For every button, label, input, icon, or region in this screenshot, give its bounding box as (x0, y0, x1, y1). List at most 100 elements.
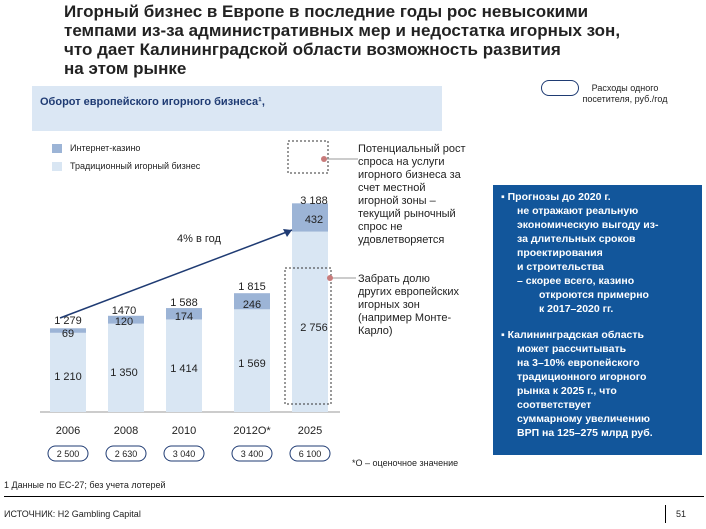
chart-title: Оборот европейского игорного бизнеса¹, (40, 96, 265, 108)
annotation-line: удовлетворяется (358, 234, 445, 246)
estimate-note: *O – оценочное значение (352, 458, 459, 468)
category-label-0: 2006 (56, 425, 80, 437)
spend-legend-pill (541, 80, 579, 96)
dashed-box-share (284, 267, 332, 405)
traditional-value-2: 1 414 (170, 363, 198, 375)
growth-arrow-head (283, 229, 292, 237)
panel-line: откроются примерно (539, 289, 649, 301)
spend-label-1: 2 630 (115, 449, 138, 459)
footnote: 1 Данные по ЕС-27; без учета лотерей (4, 480, 166, 490)
panel-line: соответствует (517, 399, 592, 411)
bar-traditional-3 (234, 309, 270, 412)
category-label-2: 2010 (172, 425, 196, 437)
annotation-line: (например Монте- (358, 312, 452, 324)
bar-casino-0 (50, 328, 86, 333)
annotation-line: Потенциальный рост (358, 143, 466, 155)
annotation-potential-growth: Потенциальный рост спроса на услуги игор… (358, 143, 466, 247)
spend-legend-label: Расходы одного посетителя, руб./год (560, 83, 690, 105)
title-line: темпами из-за административных мер и нед… (64, 21, 621, 40)
total-value-2: 1 588 (170, 297, 198, 309)
bar-casino-1 (108, 315, 144, 324)
panel-line: – скорее всего, казино (517, 275, 635, 287)
annotation-line: спроса на услуги (358, 156, 445, 168)
title-line: что дает Калининградской области возможн… (64, 40, 561, 59)
panel-line: за длительных сроков (517, 233, 636, 245)
casino-value-4: 432 (305, 214, 323, 226)
panel-line: на 3–10% европейского (517, 357, 640, 369)
connector-dot-bottom (327, 275, 333, 281)
forecast-panel: ▪ Прогнозы до 2020 г. не отражают реальн… (493, 185, 702, 455)
spend-pill-4 (289, 445, 331, 462)
category-label-4: 2025 (298, 425, 322, 437)
title-line: на этом рынке (64, 59, 187, 78)
title-line: Игорный бизнес в Европе в последние годы… (64, 2, 589, 21)
panel-line: может рассчитывать (517, 343, 627, 355)
traditional-value-0: 1 210 (54, 371, 82, 383)
annotation-line: Забрать долю (358, 273, 430, 285)
panel-line: ▪ Прогнозы до 2020 г. (501, 191, 611, 203)
total-value-1: 1470 (112, 305, 136, 317)
slide-title: Игорный бизнес в Европе в последние годы… (64, 2, 664, 78)
casino-value-1: 120 (115, 316, 133, 328)
annotation-take-share: Забрать долю других европейских игорных … (358, 273, 459, 338)
bar-casino-3 (234, 293, 270, 310)
annotation-line: Карло) (358, 325, 393, 337)
spend-legend-line: посетителя, руб./год (582, 94, 668, 104)
spend-pill-3 (231, 445, 273, 462)
spend-label-0: 2 500 (57, 449, 80, 459)
dashed-box-potential (287, 140, 329, 174)
category-label-1: 2008 (114, 425, 138, 437)
panel-line: суммарному увеличению (517, 413, 651, 425)
source: ИСТОЧНИК: H2 Gambling Capital (4, 509, 141, 519)
spend-pill-2 (163, 445, 205, 462)
legend-casino: Интернет-казино (52, 143, 140, 153)
bar-traditional-2 (166, 319, 202, 412)
casino-value-2: 174 (175, 311, 193, 323)
legend-label-casino: Интернет-казино (70, 143, 141, 153)
page-separator (665, 505, 666, 523)
legend-label-traditional: Традиционный игорный бизнес (70, 161, 201, 171)
panel-line: к 2017–2020 гг. (539, 303, 614, 315)
spend-legend-line: Расходы одного (591, 83, 659, 93)
bar-casino-2 (166, 308, 202, 320)
panel-line: экономическую выгоду из- (517, 219, 659, 231)
panel-line: и строительства (517, 261, 604, 273)
annotation-line: других европейских (358, 286, 459, 298)
bar-traditional-1 (108, 323, 144, 412)
spend-pill-0 (47, 445, 89, 462)
bar-casino-4 (292, 203, 328, 232)
panel-line: традиционного игорного (517, 371, 647, 383)
casino-value-3: 246 (243, 299, 261, 311)
legend-traditional: Традиционный игорный бизнес (52, 161, 200, 171)
traditional-value-4: 2 756 (300, 322, 328, 334)
traditional-value-3: 1 569 (238, 358, 266, 370)
panel-line: проектирования (517, 247, 603, 259)
footer-divider (4, 496, 704, 497)
panel-line: ВРП на 125–275 млрд руб. (517, 427, 653, 439)
total-value-0: 1 279 (54, 315, 82, 327)
annotation-line: игорной зоны – (358, 195, 436, 207)
spend-label-4: 6 100 (299, 449, 322, 459)
panel-line: не отражают реальную (517, 205, 639, 217)
panel-line: рынка к 2025 г., что (517, 385, 617, 397)
panel-line: ▪ Калининградская область (501, 329, 644, 341)
spend-label-3: 3 400 (241, 449, 264, 459)
casino-value-0: 69 (62, 328, 74, 340)
total-value-4: 3 188 (300, 195, 328, 207)
chart-header: Оборот европейского игорного бизнеса¹, (32, 86, 442, 131)
traditional-value-1: 1 350 (110, 367, 138, 379)
page-number: 51 (676, 509, 687, 519)
bar-traditional-4 (292, 231, 328, 412)
annotation-line: игорных зон (358, 299, 420, 311)
annotation-line: спрос не (358, 221, 403, 233)
growth-arrow-line (59, 229, 293, 319)
growth-label: 4% в год (177, 233, 222, 245)
total-value-3: 1 815 (238, 281, 266, 293)
annotation-line: игорного бизнеса за (358, 169, 461, 181)
annotation-line: текущий рыночный (358, 208, 456, 220)
category-label-3: 2012O* (233, 425, 271, 437)
legend-swatch-casino (52, 143, 62, 153)
growth-label-bg (170, 230, 228, 246)
spend-pill-1 (105, 445, 147, 462)
